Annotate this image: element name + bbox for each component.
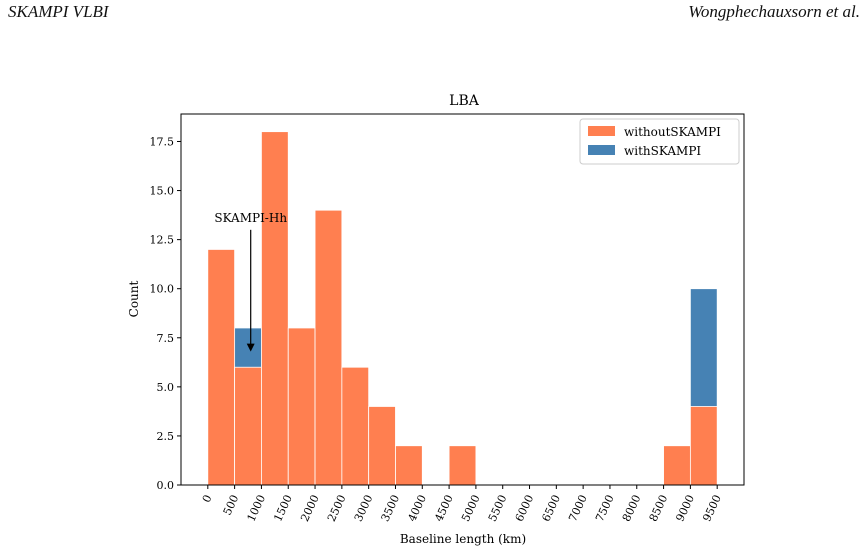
y-tick-label: 0.0: [157, 479, 175, 492]
y-axis-label: Count: [127, 280, 141, 317]
x-tick-label: 0: [200, 493, 215, 505]
x-tick-label: 2000: [298, 493, 322, 524]
x-tick-label: 1500: [271, 493, 295, 524]
x-tick-label: 4000: [405, 493, 429, 524]
legend: withoutSKAMPI withSKAMPI: [579, 118, 740, 165]
x-tick-label: 5500: [486, 493, 510, 524]
x-tick-label: 8500: [647, 493, 671, 524]
bar-withoutskampi-3500: [395, 445, 423, 486]
x-tick-label: 4500: [432, 493, 456, 524]
y-axis: 0.0 2.5 5.0 7.5 10.0 12.5 15.0 17.5: [150, 135, 181, 492]
bar-withoutskampi-2000: [314, 209, 343, 486]
x-tick-label: 6500: [539, 493, 563, 524]
running-header-right: Wongphechauxsorn et al.: [688, 2, 860, 21]
x-axis-label: Baseline length (km): [400, 532, 526, 546]
bar-withoutskampi-9000: [689, 406, 718, 486]
x-tick-label: 1000: [245, 493, 269, 524]
y-tick-label: 17.5: [150, 135, 175, 148]
x-tick-label: 5000: [459, 493, 483, 524]
bar-withoutskampi-0: [207, 249, 236, 486]
legend-box: [579, 118, 740, 165]
y-tick-label: 2.5: [157, 430, 175, 443]
bar-withoutskampi-3000: [368, 406, 396, 486]
y-tick-label: 12.5: [150, 234, 175, 247]
legend-label-withoutskampi: withoutSKAMPI: [624, 125, 721, 139]
series-withoutSKAMPI: [207, 131, 718, 486]
bar-withoutskampi-2500: [341, 366, 370, 486]
x-tick-label: 7000: [566, 493, 590, 524]
annotation: SKAMPI-Hh: [214, 211, 287, 352]
chart-title: LBA: [449, 93, 480, 109]
bar-withoutskampi-1500: [287, 327, 316, 486]
running-header-left: SKAMPI VLBI: [8, 2, 109, 21]
plot-frame: [180, 113, 745, 486]
x-tick-label: 3500: [379, 493, 403, 524]
y-tick-label: 10.0: [150, 283, 175, 296]
x-axis: 0 500 1000 1500 2000 2500 3000 3500 4000 4500 5000…: [200, 485, 724, 524]
bar-withoutskampi-8500: [663, 445, 691, 486]
bar-withoutskampi-500: [234, 366, 262, 486]
y-tick-label: 7.5: [157, 332, 175, 345]
x-tick-label: 2500: [325, 493, 349, 524]
x-tick-label: 9000: [673, 493, 697, 524]
x-tick-label: 9500: [700, 493, 724, 524]
y-tick-label: 15.0: [150, 185, 175, 198]
legend-label-withskampi: withSKAMPI: [624, 144, 701, 158]
x-tick-label: 7500: [593, 493, 617, 524]
x-tick-label: 8000: [620, 493, 644, 524]
legend-swatch-withskampi: [588, 145, 615, 155]
x-tick-label: 3000: [352, 493, 376, 524]
annotation-label: SKAMPI-Hh: [214, 211, 287, 225]
x-tick-label: 6000: [513, 493, 537, 524]
y-tick-label: 5.0: [157, 381, 175, 394]
bar-withoutskampi-4500: [448, 445, 477, 486]
legend-swatch-withoutskampi: [588, 126, 615, 136]
bar-withoutskampi-1000: [261, 131, 289, 486]
x-tick-label: 500: [221, 493, 242, 518]
